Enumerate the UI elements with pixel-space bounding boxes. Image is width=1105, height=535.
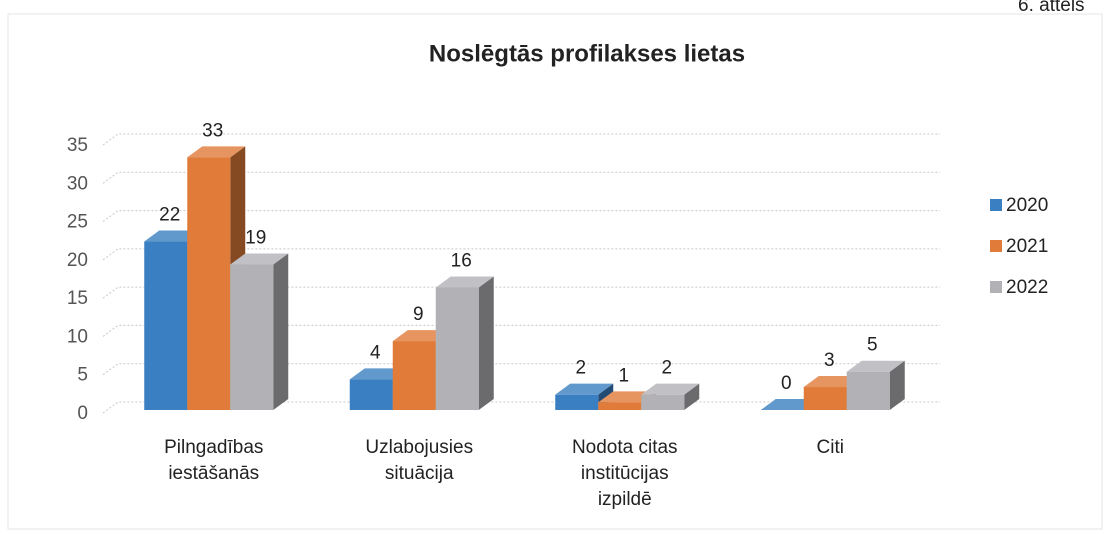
bar-side [273,253,289,410]
bar-top [230,253,289,265]
bar-top [435,276,494,288]
data-label: 0 [781,373,792,394]
bar-top [846,360,905,372]
bar [846,360,905,410]
data-label: 3 [824,350,835,371]
bar-top [187,146,246,158]
bar [187,146,246,411]
bar-top [641,383,700,395]
bar-side [889,360,905,410]
bar [555,383,614,410]
legend-label: 2021 [1006,236,1048,257]
legend-label: 2022 [1006,277,1048,298]
chart-title: Noslēgtās profilakses lietas [429,40,745,67]
y-tick-label: 0 [77,403,88,424]
bar-front [187,157,231,410]
y-tick-label: 30 [67,173,88,194]
bar-front [598,402,642,410]
grid-line [102,133,940,146]
bar-front [230,264,274,410]
y-tick-label: 35 [67,135,88,156]
legend-label: 2020 [1006,195,1048,216]
x-tick-label: iestāšanās [168,463,259,484]
legend-swatch [990,281,1002,293]
bar-top [555,383,614,395]
x-tick-label: Nodota citas [572,437,678,458]
bar [641,383,700,410]
x-tick-label: izpildē [598,489,652,510]
bar-side [684,383,700,410]
data-label: 4 [370,342,381,363]
data-label: 5 [867,335,878,356]
bar [435,276,494,410]
bar-side [478,276,494,410]
data-label: 33 [202,120,223,141]
data-label: 16 [451,251,472,272]
bar-front [803,387,847,410]
chart-frame [7,13,1103,530]
bar-front [846,371,890,410]
data-label: 19 [245,228,266,249]
x-tick-label: Pilngadības [164,437,263,458]
data-label: 9 [413,304,424,325]
bar-front [435,287,479,410]
figure-label: 6. attēls [1018,0,1085,16]
legend-swatch [990,199,1002,211]
x-tick-label: situācija [385,463,454,484]
x-tick-label: institūcijas [581,463,669,484]
bar-front [555,394,599,410]
legend-swatch [990,240,1002,252]
y-tick-label: 15 [67,288,88,309]
bar [230,253,289,410]
data-label: 2 [661,358,672,379]
y-tick-label: 20 [67,250,88,271]
data-label: 1 [618,365,629,386]
bar-front [144,241,188,410]
data-label: 2 [575,358,586,379]
data-label: 22 [159,205,180,226]
bar-front [349,379,393,410]
x-tick-label: Uzlabojusies [365,437,473,458]
y-tick-label: 10 [67,326,88,347]
bar-front [392,341,436,410]
y-tick-label: 25 [67,212,88,233]
bar-front [641,394,685,410]
x-tick-label: Citi [817,437,844,458]
y-tick-label: 5 [77,365,88,386]
